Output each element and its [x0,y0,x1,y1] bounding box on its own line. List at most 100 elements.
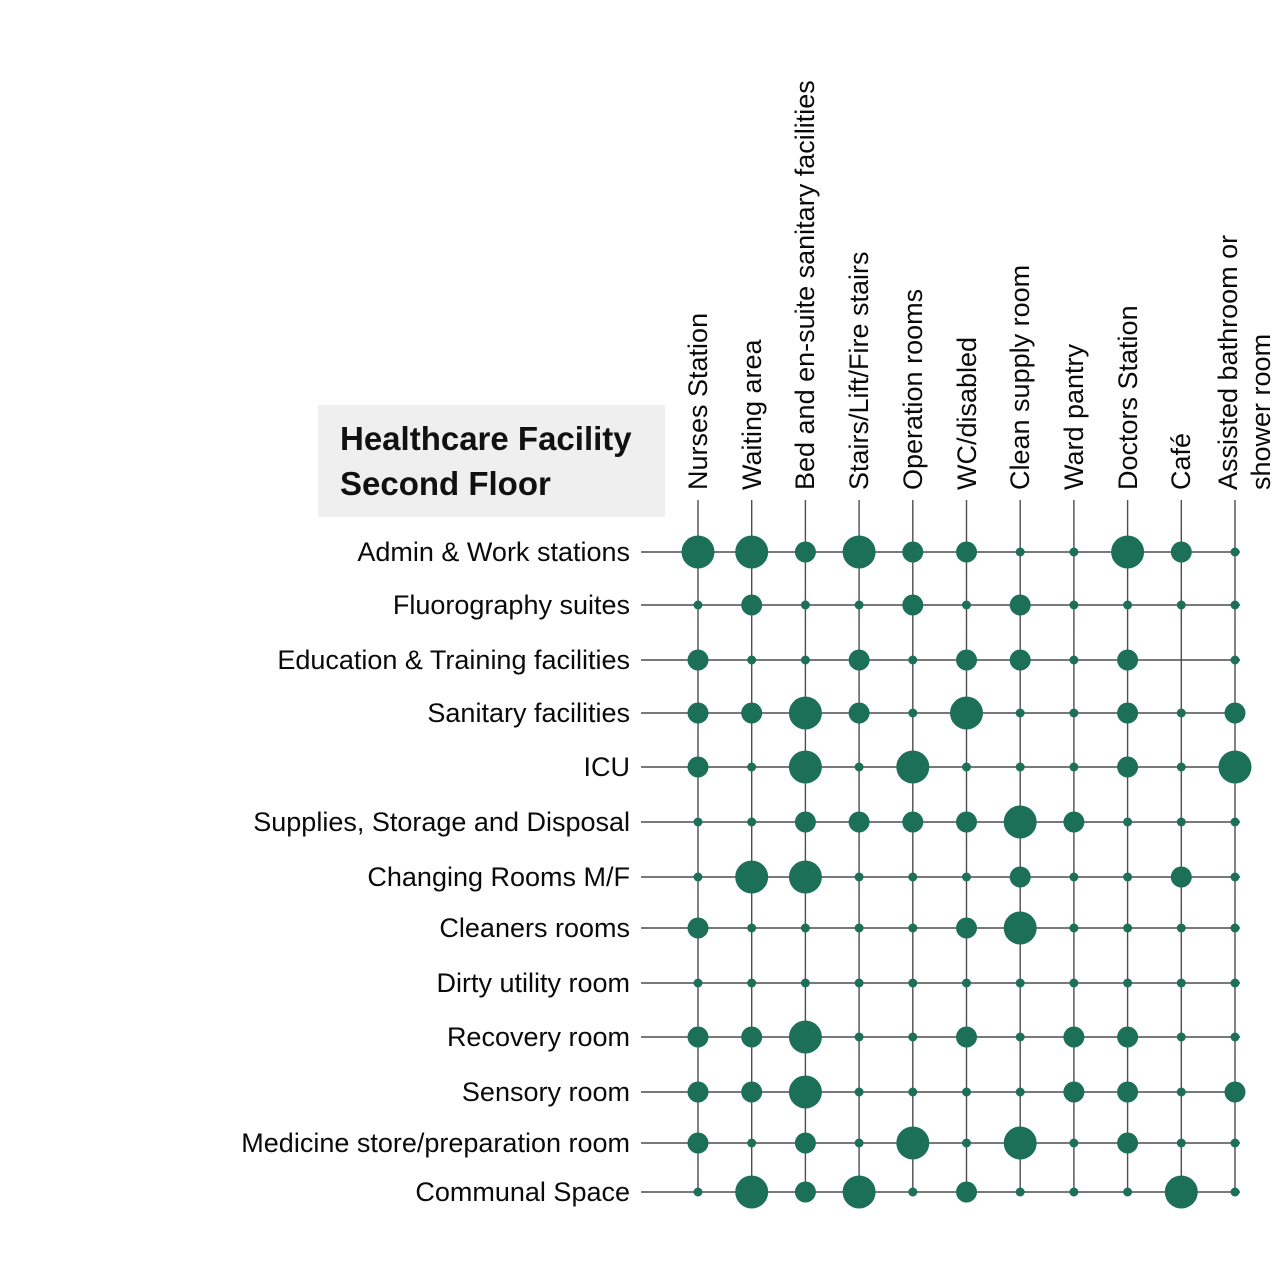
row-label: ICU [583,752,631,782]
bubble [794,541,816,563]
bubble [1164,1175,1198,1209]
bubble [962,1087,971,1097]
bubble [842,535,876,569]
bubble [788,696,822,730]
bubble [1003,805,1037,839]
bubble [950,696,983,730]
bubble [1015,1087,1025,1097]
column-label: Clean supply room [1005,264,1036,490]
bubble [747,817,757,827]
bubble [741,1081,763,1103]
bubble [1176,1087,1186,1097]
column-label: WC/disabled [951,336,982,490]
row-label: Admin & Work stations [357,537,630,567]
bubble [687,649,709,671]
bubble [962,600,971,610]
bubble [854,600,864,610]
bubble [1009,594,1031,616]
row-label: Dirty utility room [436,968,630,998]
bubble [747,1138,757,1148]
bubble [902,811,924,833]
bubble [1230,547,1240,557]
bubble [747,655,757,665]
bubble [788,750,822,784]
bubble [741,594,763,616]
column-label: Doctors Station [1112,305,1143,490]
bubble [1063,1026,1085,1048]
bubble [800,600,810,610]
bubble [1123,923,1133,933]
bubble [902,594,924,616]
bubble [1069,1187,1079,1197]
column-label: Bed and en-suite sanitary facilities [790,80,821,490]
column-label: Waiting area [736,339,767,490]
column-label: Operation rooms [897,288,928,490]
bubble [1230,1032,1240,1042]
bubble [800,923,810,933]
bubble [908,978,918,988]
bubble [896,1126,930,1160]
bubble [1069,655,1079,665]
row-label: Sanitary facilities [427,698,630,728]
bubble [1230,817,1240,827]
bubble [693,600,703,610]
bubble [956,917,977,939]
bubble [1069,978,1079,988]
bubble [794,811,816,833]
bubble [1015,547,1025,557]
bubble [854,1032,864,1042]
bubble [1069,872,1079,882]
bubble [1117,1026,1139,1048]
bubble [1176,600,1186,610]
bubble [1069,1138,1079,1148]
bubble [908,1087,918,1097]
bubble [1069,600,1079,610]
bubble [800,655,810,665]
bubble [962,978,971,988]
bubble [1230,600,1240,610]
bubble [1069,708,1079,718]
bubble [854,978,864,988]
bubble [956,811,977,833]
bubble [896,750,930,784]
bubble [1230,923,1240,933]
row-label: Education & Training facilities [277,645,630,675]
bubble [848,649,870,671]
bubble [1230,1187,1240,1197]
bubble [1123,978,1133,988]
bubble [956,1181,977,1203]
bubble [848,811,870,833]
bubble [1176,762,1186,772]
bubble [854,923,864,933]
bubble [854,1138,864,1148]
bubble [687,1026,709,1048]
row-label: Changing Rooms M/F [367,862,630,892]
bubble [1015,762,1025,772]
bubble [854,872,864,882]
column-label: Café [1166,432,1197,490]
bubble [908,1187,918,1197]
bubble [902,541,924,563]
column-label: Assisted bathroom or shower room [1213,234,1276,490]
chart-title-line1: Healthcare Facility [340,420,632,457]
bubble [1230,1138,1240,1148]
bubble [1015,1187,1025,1197]
bubble [735,860,769,894]
chart-title: Healthcare Facility Second Floor [318,405,665,517]
bubble [1230,872,1240,882]
bubble [1117,1132,1139,1154]
row-label: Sensory room [461,1077,630,1107]
row-label: Communal Space [415,1177,630,1207]
column-label: Nurses Station [683,312,713,490]
row-label: Fluorography suites [392,590,630,620]
column-label: Stairs/Lift/Fire stairs [844,251,875,490]
bubble [854,762,864,772]
bubble [1063,1081,1085,1103]
bubble [1123,1187,1133,1197]
bubble [1015,1032,1025,1042]
bubble [1176,1032,1186,1042]
bubble [681,535,715,569]
bubble [741,1026,763,1048]
bubble [1003,1126,1037,1160]
